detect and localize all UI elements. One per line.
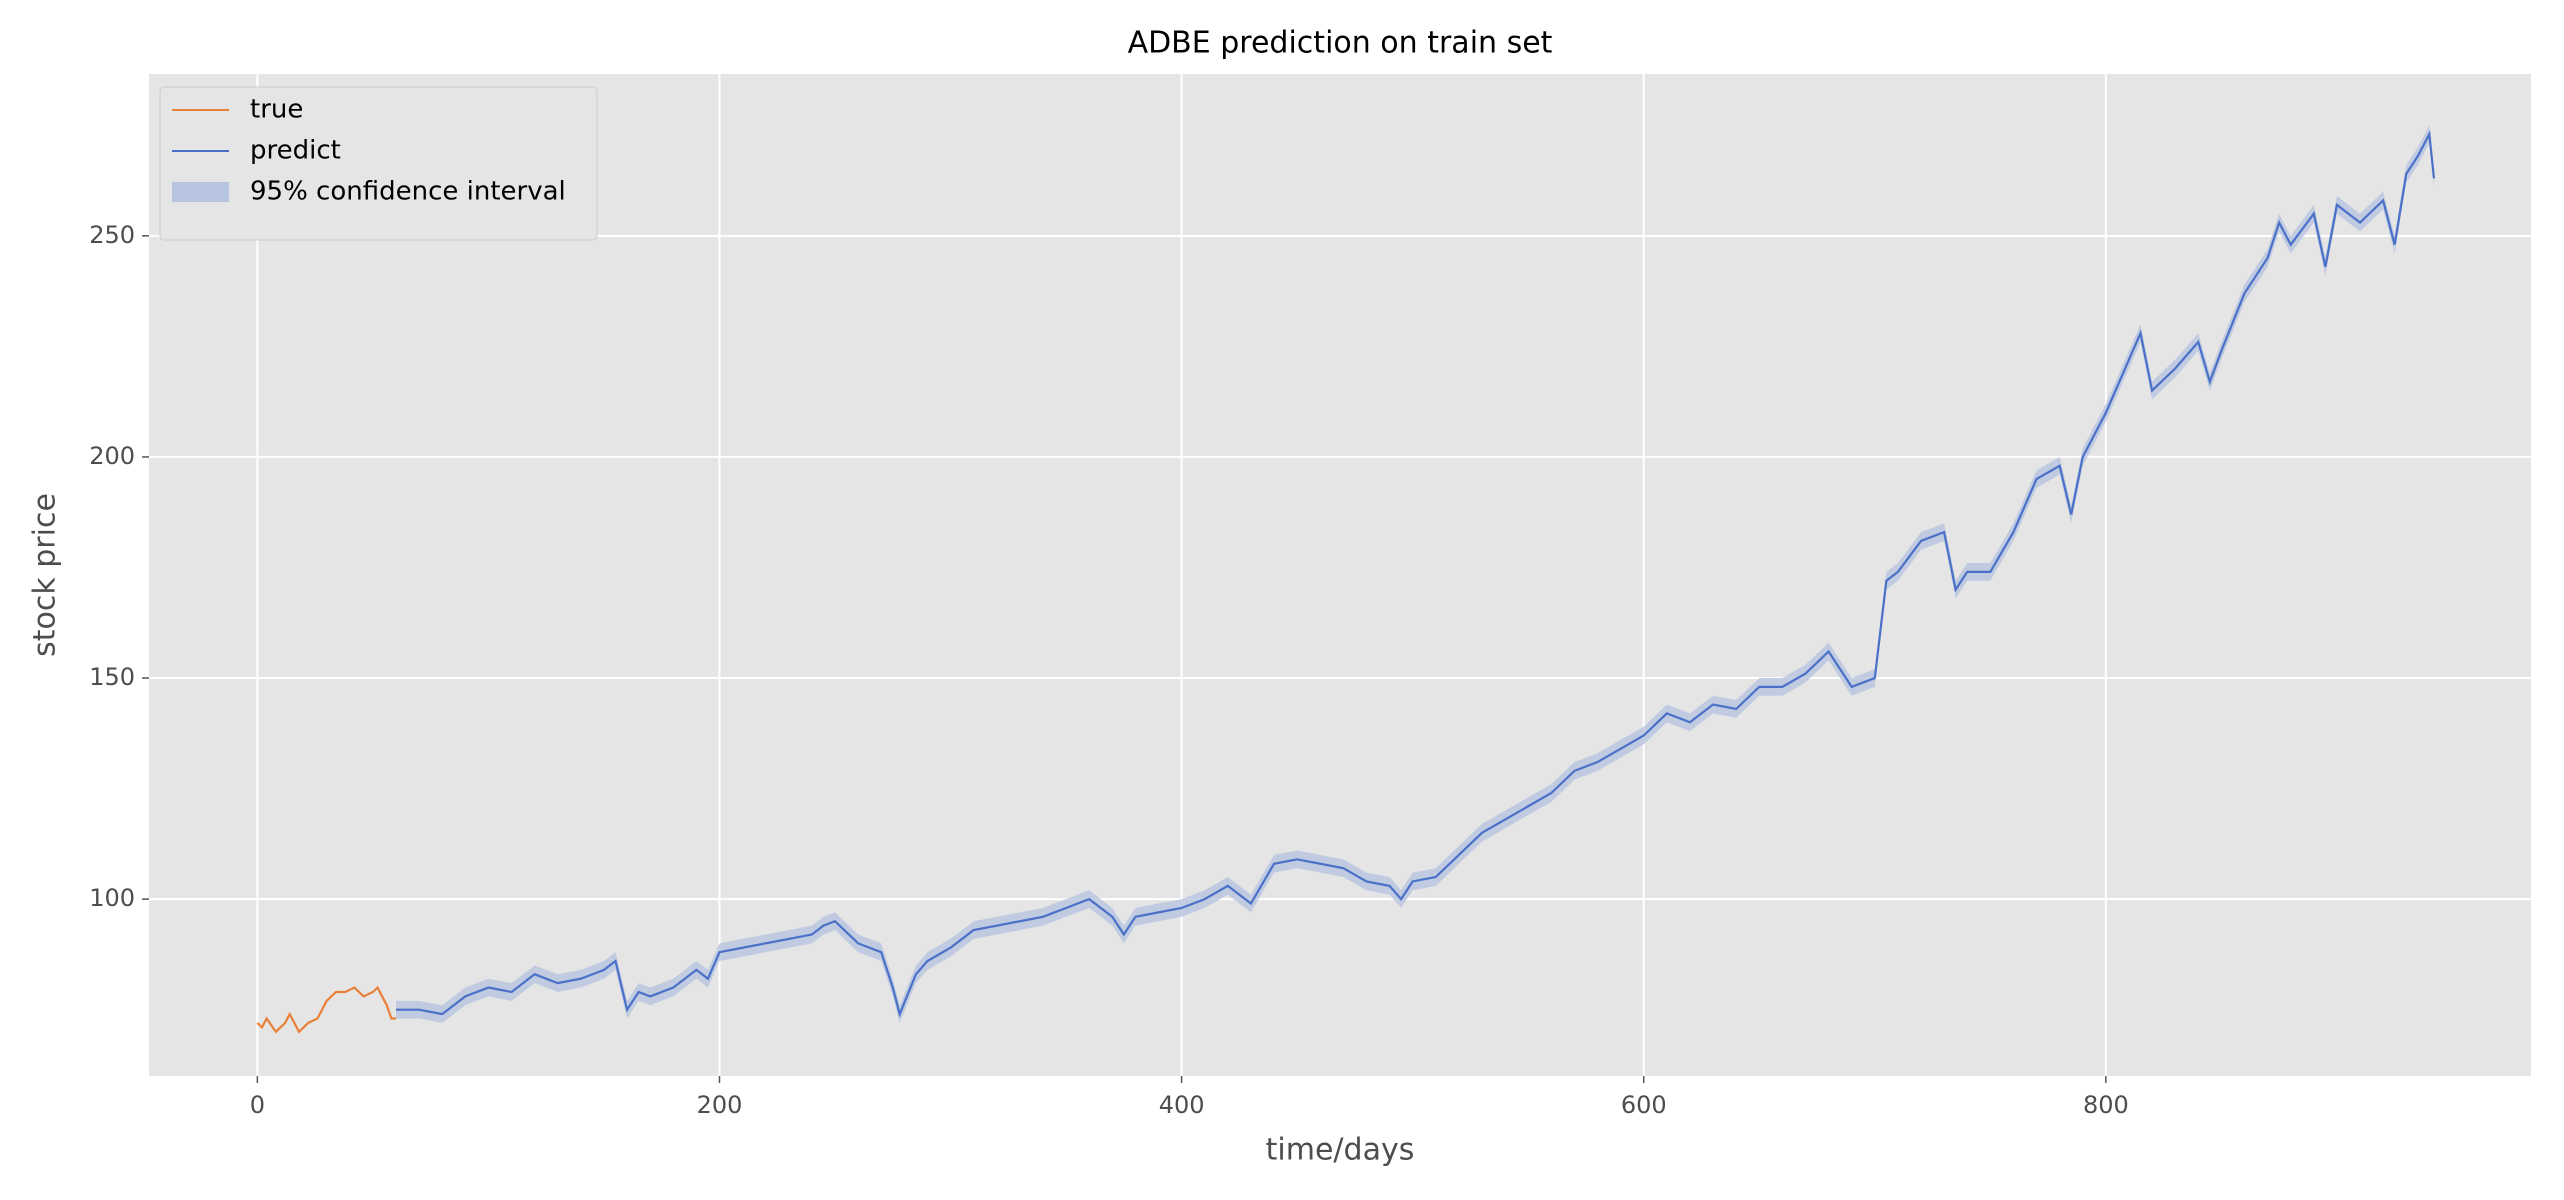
legend-label: 95% confidence interval bbox=[250, 177, 566, 207]
legend-swatch bbox=[172, 182, 229, 202]
legend-label: true bbox=[250, 95, 303, 125]
y-axis-label: stock price bbox=[28, 493, 63, 657]
legend-label: predict bbox=[250, 136, 341, 166]
x-tick-label: 600 bbox=[1621, 1091, 1667, 1119]
line bbox=[256, 985, 397, 1034]
y-tick-label: 200 bbox=[89, 442, 135, 470]
x-tick-label: 0 bbox=[250, 1091, 265, 1119]
x-tick-label: 400 bbox=[1159, 1091, 1205, 1119]
y-tick-label: 250 bbox=[89, 221, 135, 249]
legend-box bbox=[159, 86, 598, 241]
chart-title: ADBE prediction on train set bbox=[1128, 26, 1553, 61]
line bbox=[396, 130, 2436, 1018]
plot-area bbox=[149, 74, 2531, 1076]
y-tick-label: 150 bbox=[89, 663, 135, 691]
x-tick-label: 800 bbox=[2083, 1091, 2129, 1119]
x-tick-label: 200 bbox=[697, 1091, 743, 1119]
x-axis-label: time/days bbox=[1266, 1133, 1415, 1168]
y-tick-label: 100 bbox=[89, 884, 135, 912]
